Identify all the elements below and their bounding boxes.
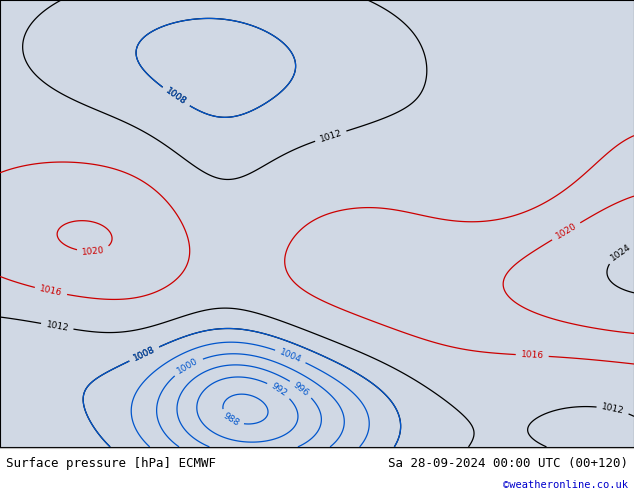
Text: 1008: 1008 [164,87,188,107]
Text: 1012: 1012 [600,403,625,416]
Text: ©weatheronline.co.uk: ©weatheronline.co.uk [503,480,628,490]
Text: 1000: 1000 [176,356,200,376]
Text: 988: 988 [221,411,241,428]
Text: 1016: 1016 [39,284,63,298]
Text: 1008: 1008 [164,87,188,107]
Text: Sa 28-09-2024 00:00 UTC (00+120): Sa 28-09-2024 00:00 UTC (00+120) [387,457,628,470]
Text: 1004: 1004 [278,347,303,365]
Text: 996: 996 [292,380,311,398]
Text: 1020: 1020 [554,221,578,241]
Text: 1008: 1008 [132,345,157,363]
Text: 1012: 1012 [318,128,343,144]
Text: 1008: 1008 [132,345,157,363]
Text: 992: 992 [269,382,288,398]
Text: 1020: 1020 [82,245,105,257]
Text: 1012: 1012 [45,320,69,333]
Text: Surface pressure [hPa] ECMWF: Surface pressure [hPa] ECMWF [6,457,216,470]
Text: 1024: 1024 [609,243,633,263]
Text: 1016: 1016 [521,350,544,361]
